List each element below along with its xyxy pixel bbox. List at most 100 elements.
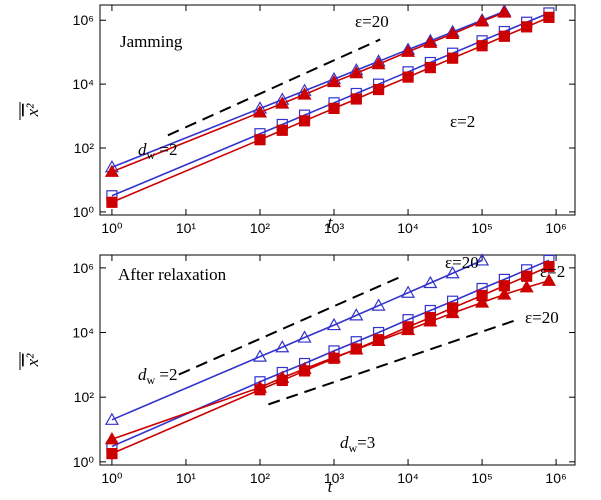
triangle-marker [349,342,364,355]
square-marker [372,83,385,96]
annotation: ε=20 [525,308,559,327]
guide-line [268,318,518,406]
annotation-text: d [138,140,147,159]
annotation-text: ε=2 [540,262,565,281]
x-tick-label: 10³ [324,470,345,486]
plot-frame [99,254,576,466]
square-marker [498,30,510,42]
triangle-marker [423,314,438,327]
x-tick-label: 10⁰ [101,220,123,236]
triangle-marker [401,285,416,298]
square-marker [447,52,459,64]
triangle-marker [475,253,490,266]
square-marker [521,270,533,282]
annotation-tail: =2 [155,140,177,159]
triangle-marker [401,44,416,57]
y-axis-label: x² [23,353,42,368]
triangle-marker [423,35,438,48]
x-tick-label: 10² [250,220,271,236]
annotation-tail: =2 [155,365,177,384]
annotation: ε=2 [450,112,475,131]
triangle-marker [541,273,556,286]
triangle-marker [371,56,386,70]
triangle-marker [326,317,342,331]
annotation-tail: =3 [357,433,375,452]
x-axis-label: t [328,477,334,496]
y-tick-label: 10⁴ [72,325,94,341]
annotation: ε=20 [445,253,479,272]
annotation: After relaxation [118,265,227,284]
annotation: dw=3 [340,433,375,455]
x-tick-label: 10¹ [176,220,197,236]
y-tick-label: 10⁴ [72,76,94,92]
annotation-text: ε=20 [525,308,559,327]
square-marker [476,40,488,52]
triangle-marker [475,14,490,27]
triangle-marker [445,26,460,39]
triangle-marker [445,305,460,319]
triangle-marker [497,5,512,18]
x-axis-label: t [328,213,334,232]
triangle-marker [401,322,416,336]
triangle-marker [349,308,364,321]
annotation: dw =2 [138,140,178,162]
triangle-marker [104,432,119,445]
triangle-marker [297,87,312,100]
plot-frame [99,4,576,216]
triangle-marker [326,350,342,363]
annotation: ε=20 [355,12,389,31]
annotation-text: d [138,365,147,384]
annotation-text: ε=2 [450,112,475,131]
triangle-marker [297,361,312,375]
x-tick-label: 10³ [324,220,345,236]
triangle-marker [275,370,290,383]
x-tick-label: 10⁴ [397,470,419,486]
triangle-marker [423,275,438,289]
guide-line [167,38,381,137]
annotation-sub: w [147,373,156,387]
triangle-marker [349,65,364,79]
y-tick-label: 10⁰ [73,204,95,220]
x-tick-label: 10² [250,470,271,486]
y-tick-label: 10⁰ [73,454,95,470]
x-tick-label: 10⁴ [397,220,419,236]
series-line [111,259,483,421]
square-marker [254,134,266,146]
square-marker [424,62,436,74]
square-marker [106,448,118,460]
guide-line [178,274,406,376]
annotation-text: Jamming [120,32,183,51]
annotation-text: After relaxation [118,265,227,284]
square-marker [328,102,340,114]
triangle-marker [475,295,490,308]
x-tick-label: 10⁶ [545,470,566,486]
annotation-text: d [340,433,349,452]
x-tick-label: 10⁵ [471,470,492,486]
square-marker [543,11,555,23]
y-axis-label: x² [23,103,42,118]
triangle-marker [519,280,534,293]
triangle-marker [297,330,312,343]
y-tick-label: 10⁶ [73,12,94,28]
square-marker [298,115,311,127]
annotation-sub: w [147,148,156,162]
triangle-marker [252,349,268,362]
triangle-marker [252,105,268,118]
x-tick-label: 10⁶ [545,220,566,236]
triangle-marker [326,74,342,88]
square-marker [521,21,533,33]
triangle-marker [104,412,119,425]
x-tick-label: 10¹ [176,470,197,486]
annotation: ε=2 [540,262,565,281]
y-tick-label: 10⁶ [73,260,94,276]
annotation: dw =2 [138,365,178,387]
annotation-text: ε=20 [445,253,479,272]
triangle-marker [104,164,119,177]
x-tick-label: 10⁵ [471,220,492,236]
y-tick-label: 10² [74,140,95,156]
triangle-marker [371,298,386,311]
triangle-marker [275,96,290,109]
square-marker [543,260,555,273]
square-marker [402,71,414,83]
